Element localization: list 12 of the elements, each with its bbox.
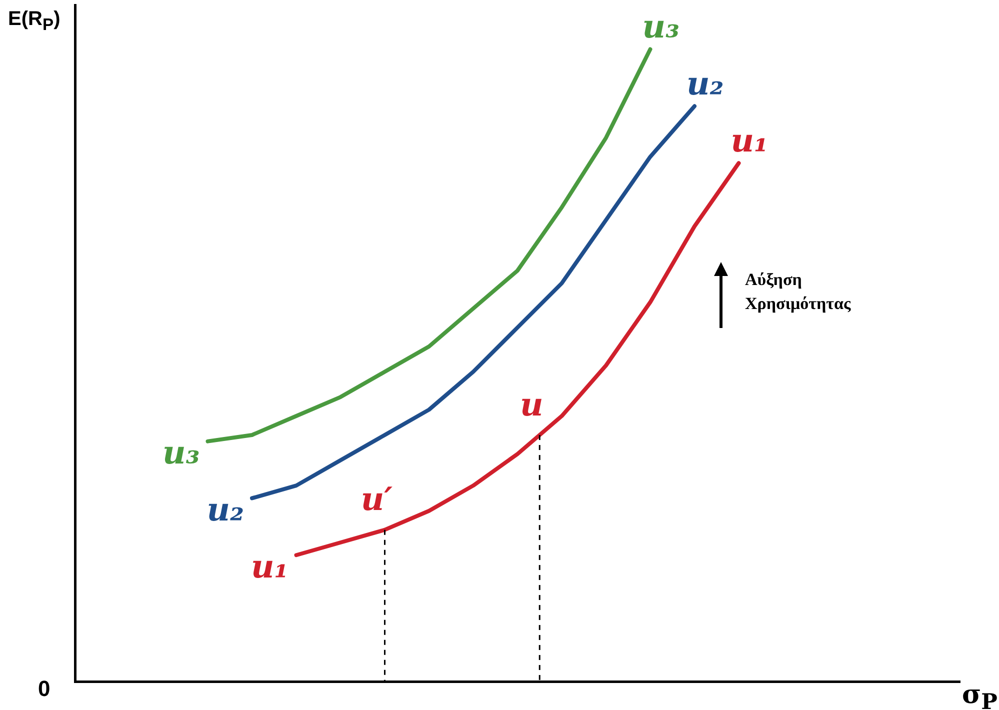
text: 0: [38, 676, 50, 702]
text: u₃: [162, 434, 200, 472]
series-label: u₃: [642, 8, 680, 46]
annotation: Αύξηση Χρησιμότητας: [745, 269, 852, 315]
annotation: u: [520, 385, 544, 424]
x-axis-title: σ$_{P}$: [962, 680, 998, 710]
y-axis-title: E(R$_{P}$): [8, 8, 60, 35]
text: u₁: [250, 547, 288, 586]
series-label: u₂: [686, 64, 724, 102]
annotation: u′: [360, 480, 394, 518]
series-label: u₁: [730, 121, 768, 160]
text: u₂: [206, 490, 244, 529]
